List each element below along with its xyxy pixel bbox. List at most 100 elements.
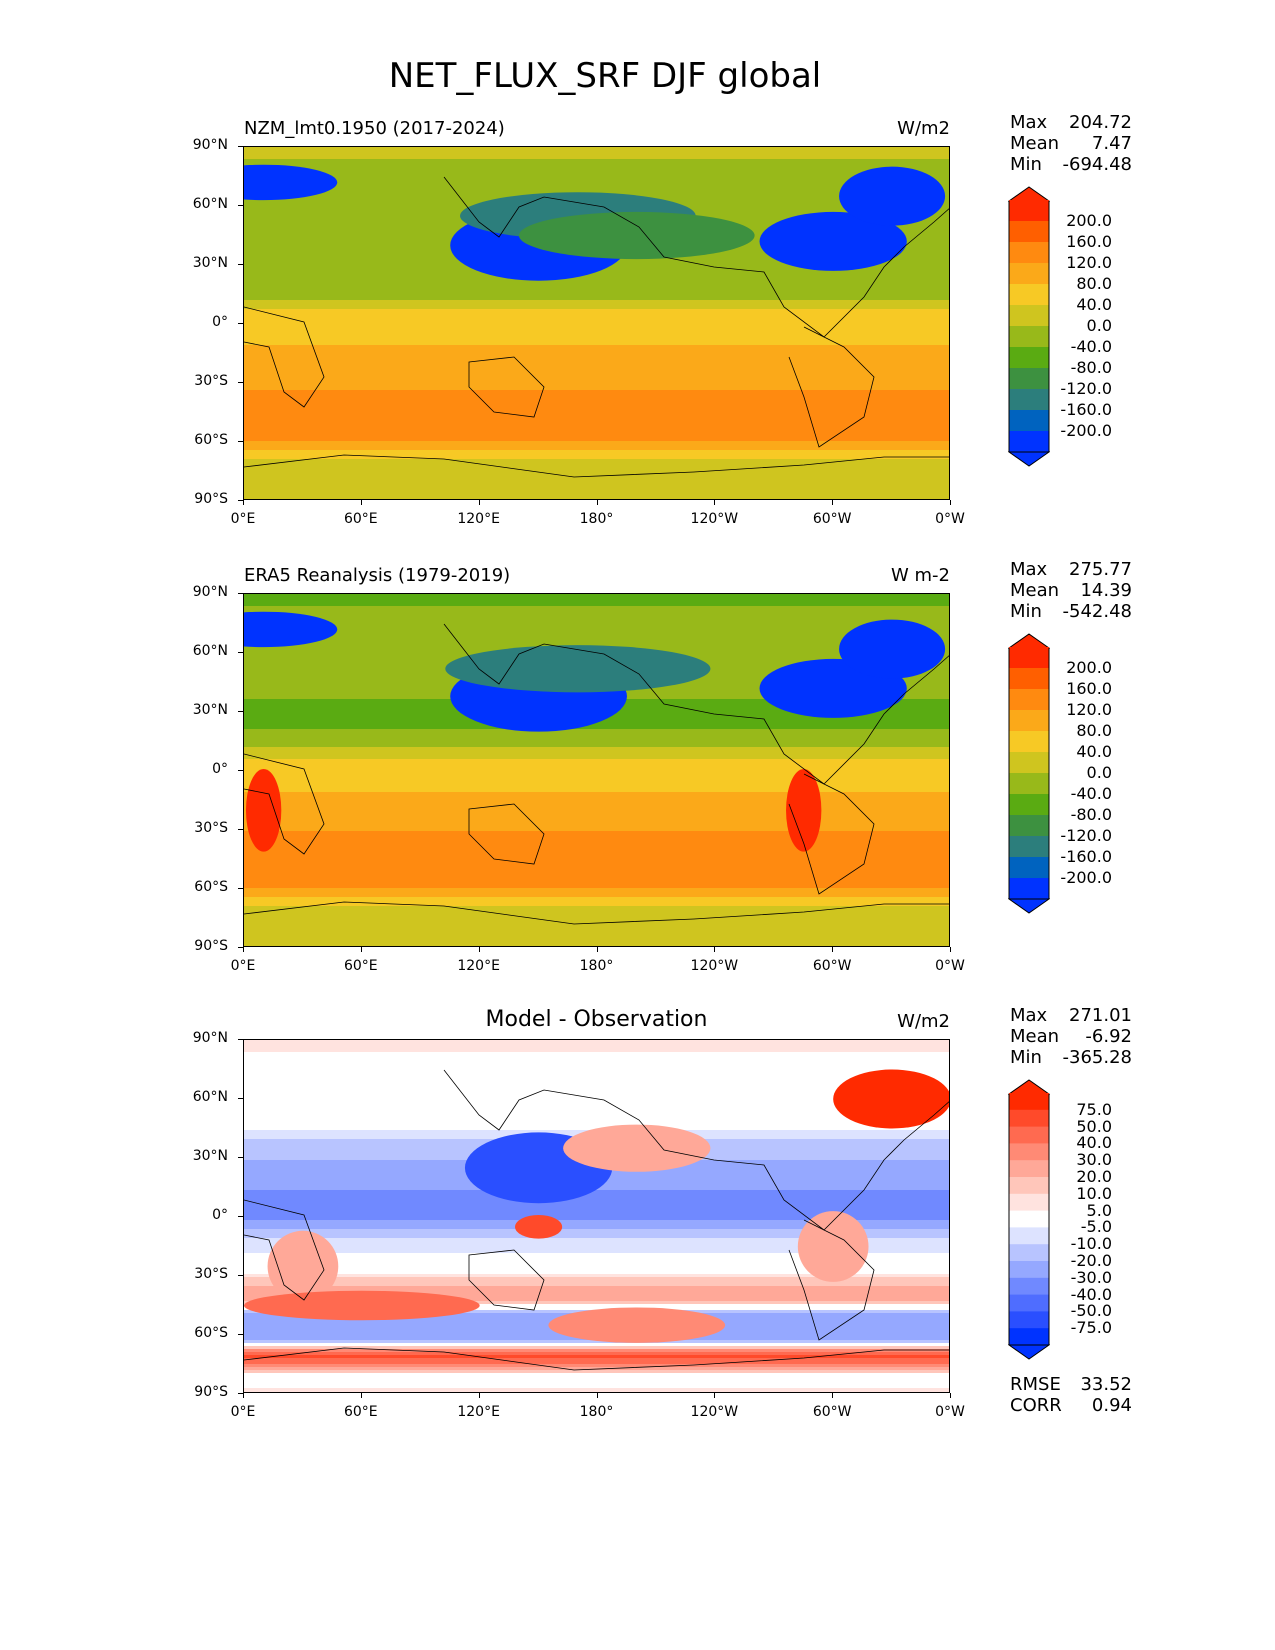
colorbar-segment bbox=[1009, 689, 1049, 711]
colorbar-label: -80.0 bbox=[1070, 358, 1112, 377]
tick bbox=[238, 1275, 243, 1276]
field-band bbox=[244, 846, 949, 850]
tick bbox=[243, 500, 244, 505]
field-band bbox=[244, 291, 949, 295]
colorbar-segment bbox=[1009, 773, 1049, 795]
tick bbox=[238, 323, 243, 324]
field-band bbox=[244, 786, 949, 790]
field-band bbox=[244, 1088, 949, 1092]
colorbar-label: -200.0 bbox=[1060, 868, 1112, 887]
field-band bbox=[244, 594, 949, 598]
colorbar-label: -40.0 bbox=[1070, 337, 1112, 356]
field-band bbox=[244, 1106, 949, 1110]
colorbar-segment bbox=[1009, 410, 1049, 432]
field-band bbox=[244, 885, 949, 889]
tick bbox=[714, 947, 716, 952]
field-band bbox=[244, 879, 949, 883]
field-band bbox=[244, 453, 949, 457]
colorbar-label: 200.0 bbox=[1066, 211, 1112, 230]
colorbar-label: 80.0 bbox=[1076, 721, 1112, 740]
field-band bbox=[244, 1370, 949, 1374]
tick bbox=[478, 1393, 480, 1398]
tick bbox=[238, 1216, 243, 1217]
field-band bbox=[244, 321, 949, 325]
colorbar-segment bbox=[1009, 1160, 1049, 1178]
field-band bbox=[244, 330, 949, 334]
lon-tick-label: 60°E bbox=[343, 1404, 378, 1420]
field-band bbox=[244, 357, 949, 361]
lat-tick-label: 90°N bbox=[192, 137, 228, 153]
coastline bbox=[788, 1219, 875, 1341]
field-band bbox=[244, 759, 949, 763]
field-band bbox=[244, 795, 949, 799]
field-band bbox=[244, 180, 949, 184]
field-band bbox=[244, 1079, 949, 1083]
field-feature bbox=[244, 611, 338, 648]
colorbar-label: 75.0 bbox=[1076, 1099, 1112, 1119]
tick bbox=[596, 500, 598, 505]
field-band bbox=[244, 492, 949, 496]
field-band bbox=[244, 1073, 949, 1077]
field-band bbox=[244, 774, 949, 778]
field-band bbox=[244, 342, 949, 346]
colorbar-segment bbox=[1009, 326, 1049, 348]
colorbar-segment bbox=[1009, 368, 1049, 390]
colorbar-segment bbox=[1009, 1244, 1049, 1262]
field-band bbox=[244, 393, 949, 397]
lon-tick-label: 0°E bbox=[230, 1404, 256, 1420]
field-band bbox=[244, 606, 949, 610]
colorbar-label: 40.0 bbox=[1076, 742, 1112, 761]
field-band bbox=[244, 294, 949, 298]
field-band bbox=[244, 1202, 949, 1206]
field-band bbox=[244, 156, 949, 160]
field-band bbox=[244, 336, 949, 340]
stat-max: 204.72 bbox=[1069, 112, 1132, 133]
field-band bbox=[244, 432, 949, 436]
colorbar-label: -20.0 bbox=[1070, 1251, 1112, 1270]
field-band bbox=[244, 147, 949, 151]
field-band bbox=[244, 600, 949, 604]
field-band bbox=[244, 843, 949, 847]
coastline bbox=[443, 623, 949, 785]
field-feature bbox=[244, 1290, 480, 1321]
field-band bbox=[244, 1238, 949, 1242]
field-band bbox=[244, 411, 949, 415]
colorbar-segment bbox=[1009, 731, 1049, 753]
field-band bbox=[244, 633, 949, 637]
field-band bbox=[244, 636, 949, 640]
field-band bbox=[244, 870, 949, 874]
field-band bbox=[244, 1211, 949, 1215]
field-band bbox=[244, 735, 949, 739]
stat-min: -694.48 bbox=[1062, 154, 1132, 175]
field-band bbox=[244, 1277, 949, 1281]
colorbar-label: 80.0 bbox=[1076, 274, 1112, 293]
field-band bbox=[244, 1121, 949, 1125]
field-band bbox=[244, 765, 949, 769]
lon-tick-label: 0°E bbox=[230, 511, 256, 527]
stat-label: Min bbox=[1010, 154, 1042, 175]
field-band bbox=[244, 744, 949, 748]
field-band bbox=[244, 444, 949, 448]
field-band bbox=[244, 153, 949, 157]
field-band bbox=[244, 927, 949, 931]
field-band bbox=[244, 1112, 949, 1116]
field-band bbox=[244, 1379, 949, 1383]
lon-tick-label: 120°W bbox=[690, 511, 739, 527]
lat-tick-label: 0° bbox=[212, 1207, 228, 1223]
field-band bbox=[244, 387, 949, 391]
field-band bbox=[244, 630, 949, 634]
field-band bbox=[244, 642, 949, 646]
field-band bbox=[244, 345, 949, 349]
field-band bbox=[244, 747, 949, 751]
field-band bbox=[244, 1115, 949, 1119]
colorbar-label: -120.0 bbox=[1060, 379, 1112, 398]
lon-tick-label: 60°W bbox=[812, 511, 852, 527]
coastline bbox=[443, 1069, 949, 1231]
field-band bbox=[244, 372, 949, 376]
panel-1: NZM_lmt0.1950 (2017-2024) W/m2 90°N 60°N 30°… bbox=[0, 112, 1275, 593]
field-band bbox=[244, 891, 949, 895]
coastline bbox=[788, 773, 875, 895]
field-band bbox=[244, 1226, 949, 1230]
colorbar-segment bbox=[1009, 242, 1049, 264]
field-band bbox=[244, 930, 949, 934]
